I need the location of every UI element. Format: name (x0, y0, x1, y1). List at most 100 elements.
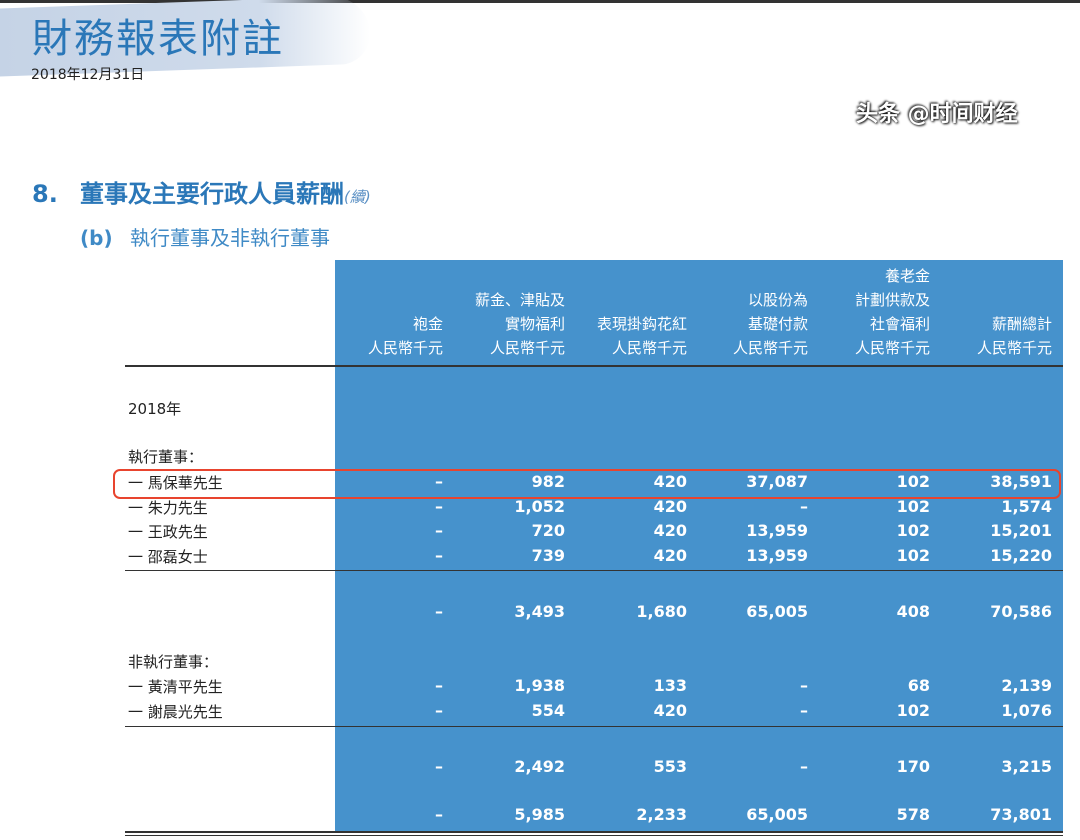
table-cell: 578 (896, 805, 930, 824)
column-header-line: 人民幣千元 (611, 339, 687, 357)
table-cell: – (435, 546, 443, 565)
table-cell: – (800, 676, 808, 695)
section-title: 董事及主要行政人員薪酬 (80, 180, 344, 208)
column-header-line: 人民幣千元 (367, 339, 443, 357)
bottom-rule (125, 835, 1063, 836)
table-cell: – (435, 521, 443, 540)
column-header-line: 薪酬總計 (991, 315, 1052, 333)
director-name: 一 王政先生 (128, 523, 208, 541)
table-cell: 65,005 (746, 602, 808, 621)
table-cell: 38,591 (990, 472, 1052, 491)
table-cell: 3,215 (1001, 757, 1052, 776)
table-cell: 1,574 (1001, 497, 1052, 516)
column-header-line: 人民幣千元 (489, 339, 565, 357)
table-cell: – (800, 701, 808, 720)
divider (125, 726, 1063, 727)
subsection-heading: (b) 執行董事及非執行董事 (80, 222, 330, 251)
section-continued: (續) (344, 188, 371, 206)
column-header-line: 基礎付款 (747, 315, 808, 333)
table-cell: – (435, 602, 443, 621)
table-cell: 68 (907, 676, 930, 695)
director-name: 一 邵磊女士 (128, 548, 208, 566)
table-cell: 739 (531, 546, 565, 565)
table-cell: 170 (896, 757, 930, 776)
column-header-line: 袍金 (412, 315, 443, 333)
report-date: 2018年12月31日 (31, 67, 145, 83)
table-cell: 102 (896, 472, 930, 491)
watermark: 头条 @时间财经 (856, 102, 1018, 127)
table-cell: 73,801 (990, 805, 1052, 824)
table-cell: 420 (653, 701, 687, 720)
table-cell: 133 (653, 676, 687, 695)
divider (125, 570, 1063, 571)
column-header-line: 表現掛鈎花紅 (596, 315, 687, 333)
highlight-box (113, 469, 1061, 499)
table-cell: 2,492 (514, 757, 565, 776)
table-cell: 420 (653, 497, 687, 516)
column-header-line: 人民幣千元 (854, 339, 930, 357)
column-header: 表現掛鈎花紅人民幣千元 (567, 264, 687, 360)
director-name: 一 馬保華先生 (128, 474, 223, 492)
column-header-line: 計劃供款及 (854, 291, 930, 309)
column-header: 袍金人民幣千元 (323, 264, 443, 360)
column-header-line: 社會福利 (869, 315, 930, 333)
table-cell: – (435, 472, 443, 491)
table-cell: 37,087 (746, 472, 808, 491)
director-name: 一 黃清平先生 (128, 678, 223, 696)
column-header: 以股份為 基礎付款 人民幣千元 (688, 264, 808, 360)
section-heading: 8. 董事及主要行政人員薪酬(續) (32, 174, 371, 209)
table-cell: 102 (896, 546, 930, 565)
table-cell: – (435, 497, 443, 516)
group-label: 執行董事： (128, 448, 204, 466)
table-cell: 1,076 (1001, 701, 1052, 720)
subsection-title: 執行董事及非執行董事 (130, 226, 330, 250)
table-cell: 420 (653, 546, 687, 565)
column-header-line: 養老金 (884, 267, 930, 285)
table-cell: 102 (896, 521, 930, 540)
table-cell: 15,220 (990, 546, 1052, 565)
table-cell: 102 (896, 701, 930, 720)
table-cell: 408 (896, 602, 930, 621)
group-label: 非執行董事： (128, 653, 219, 671)
table-cell: 553 (653, 757, 687, 776)
table-cell: 420 (653, 472, 687, 491)
table-cell: – (435, 701, 443, 720)
bottom-rule (125, 831, 1063, 833)
table-cell: 15,201 (990, 521, 1052, 540)
table-cell: 554 (531, 701, 565, 720)
column-header: 養老金計劃供款及社會福利人民幣千元 (810, 264, 930, 360)
column-header-line: 以股份為 (747, 291, 808, 309)
table-cell: 720 (531, 521, 565, 540)
column-header-line: 人民幣千元 (976, 339, 1052, 357)
top-bar (0, 0, 1080, 3)
director-name: 一 謝晨光先生 (128, 703, 223, 721)
table-cell: 3,493 (514, 602, 565, 621)
table-cell: 420 (653, 521, 687, 540)
table-cell: – (435, 805, 443, 824)
table-cell: 5,985 (514, 805, 565, 824)
subsection-label: (b) (80, 226, 113, 250)
director-name: 一 朱力先生 (128, 499, 208, 517)
table-cell: – (435, 676, 443, 695)
header-rule (125, 365, 1063, 367)
column-header: 薪酬總計人民幣千元 (932, 264, 1052, 360)
year-label: 2018年 (128, 400, 182, 418)
section-number: 8. (32, 180, 58, 208)
column-header-line: 實物福利 (504, 315, 565, 333)
table-cell: 13,959 (746, 521, 808, 540)
table-cell: 2,139 (1001, 676, 1052, 695)
table-cell: – (800, 757, 808, 776)
table-cell: 1,938 (514, 676, 565, 695)
table-cell: 1,680 (636, 602, 687, 621)
table-cell: 2,233 (636, 805, 687, 824)
table-highlight-background (335, 260, 1063, 832)
table-cell: – (435, 757, 443, 776)
table-cell: 70,586 (990, 602, 1052, 621)
table-cell: 982 (531, 472, 565, 491)
column-header: 薪金、津貼及 實物福利 人民幣千元 (445, 264, 565, 360)
table-cell: 13,959 (746, 546, 808, 565)
table-cell: – (800, 497, 808, 516)
table-cell: 65,005 (746, 805, 808, 824)
table-cell: 102 (896, 497, 930, 516)
table-cell: 1,052 (514, 497, 565, 516)
